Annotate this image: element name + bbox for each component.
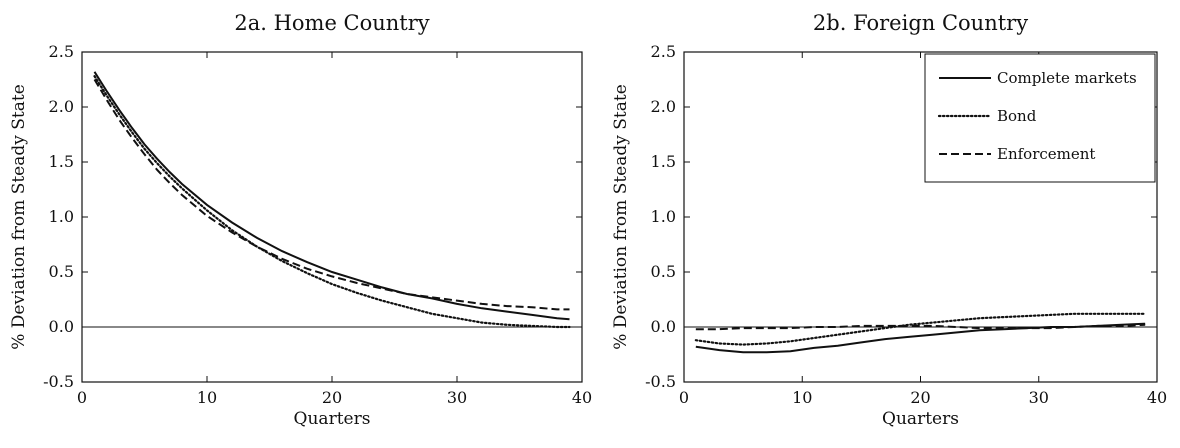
legend-label: Bond (997, 107, 1037, 125)
x-axis-label: Quarters (882, 409, 959, 429)
x-tick-label: 30 (1029, 388, 1049, 407)
legend-label: Enforcement (997, 145, 1095, 163)
y-tick-label: -0.5 (43, 372, 74, 391)
y-tick-label: 1.0 (651, 207, 676, 226)
y-tick-label: 1.0 (49, 207, 74, 226)
series-line-solid (93, 71, 570, 321)
series-line-dashed (695, 323, 1146, 331)
x-tick-label: 20 (910, 388, 930, 407)
x-tick-label: 10 (197, 388, 217, 407)
legend-box (924, 53, 1156, 183)
chart-title: 2b. Foreign Country (813, 11, 1028, 35)
y-tick-label: -0.5 (645, 372, 676, 391)
y-axis-label: % Deviation from Steady State (611, 84, 631, 350)
chart-home-country: 2a. Home Country 0 10 20 30 40 -0.5 0.0 0.5 1.0 1.… (9, 11, 592, 429)
y-tick-label: 1.5 (49, 152, 74, 171)
y-tick-label: 0.5 (651, 262, 676, 281)
x-tick-label: 10 (792, 388, 812, 407)
y-axis-label: % Deviation from Steady State (9, 84, 29, 350)
chart-foreign-country: 2b. Foreign Country 0 10 20 30 40 -0.5 0.0 0.5 1.… (611, 11, 1167, 429)
x-tick-label: 40 (572, 388, 592, 407)
chart-title: 2a. Home Country (234, 11, 429, 35)
x-axis-label: Quarters (294, 409, 371, 429)
y-tick-label: 2.0 (651, 97, 676, 116)
x-tick-label: 0 (77, 388, 87, 407)
series-line-dotted (694, 312, 1147, 346)
x-tick-label: 20 (322, 388, 342, 407)
plot-frame (81, 51, 583, 383)
legend-label: Complete markets (997, 69, 1137, 87)
x-tick-label: 40 (1147, 388, 1167, 407)
series-line-dashed (93, 78, 570, 311)
series-line-dotted (93, 75, 571, 329)
y-tick-label: 1.5 (651, 152, 676, 171)
x-tick-label: 30 (447, 388, 467, 407)
x-tick-label: 0 (679, 388, 689, 407)
y-tick-label: 2.5 (49, 42, 74, 61)
y-tick-label: 0.5 (49, 262, 74, 281)
y-tick-label: 2.0 (49, 97, 74, 116)
y-tick-label: 0.0 (651, 317, 676, 336)
y-tick-label: 2.5 (651, 42, 676, 61)
y-tick-label: 0.0 (49, 317, 74, 336)
